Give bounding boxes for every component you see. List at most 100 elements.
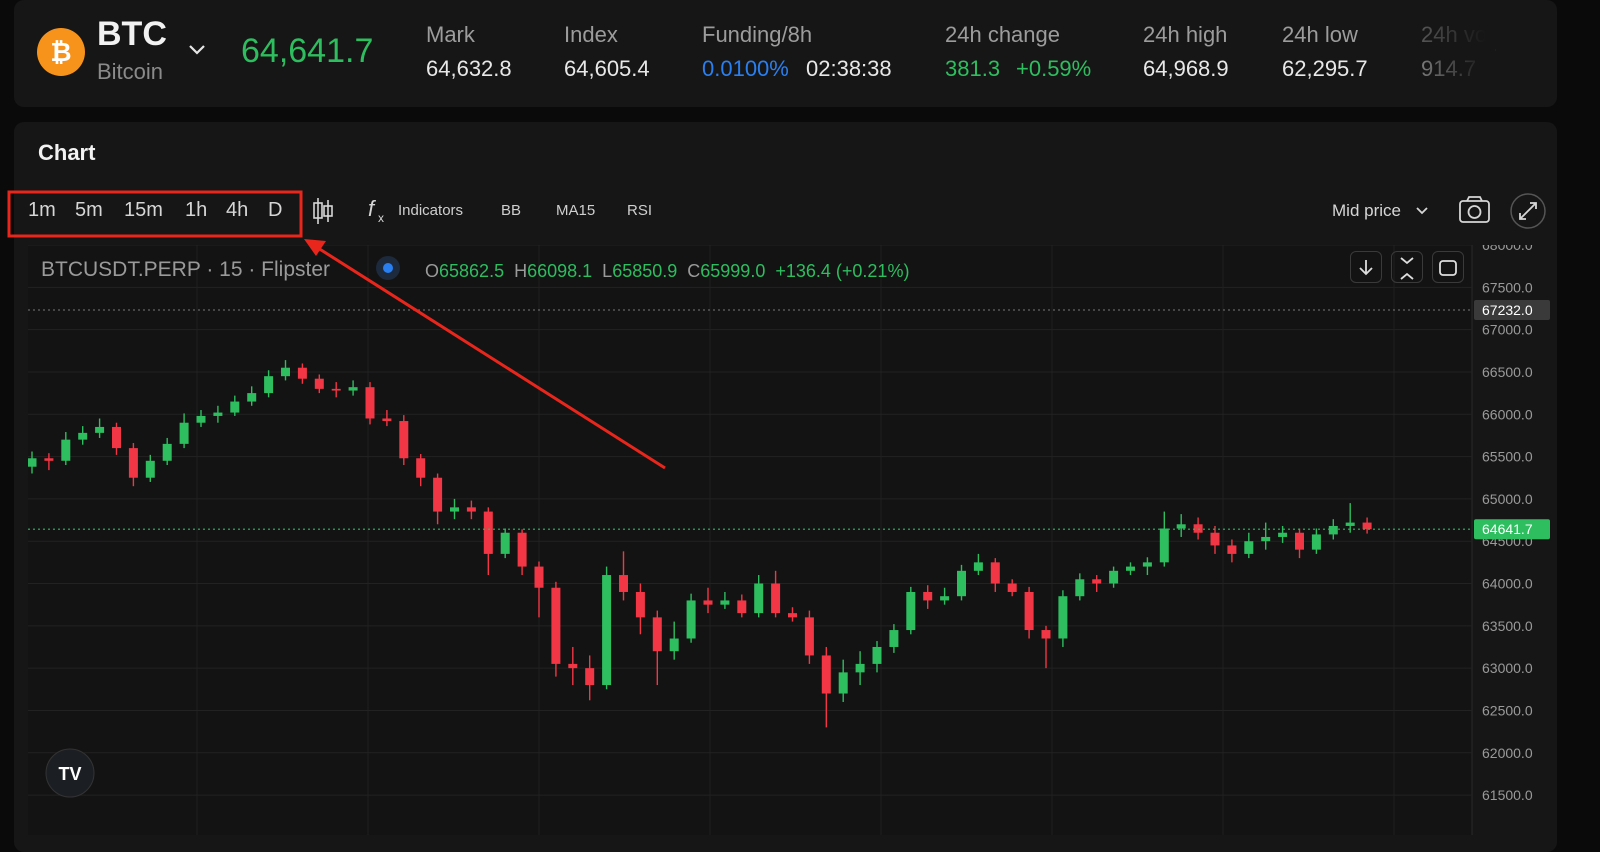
indicators-icon[interactable]: f xyxy=(368,196,377,221)
candle-body xyxy=(196,415,206,423)
ohlc-item: C65999.0 xyxy=(687,261,765,282)
symbol[interactable]: BTC xyxy=(97,15,167,53)
stat-value: 64,632.8 xyxy=(426,56,512,81)
tool-button[interactable]: Indicators xyxy=(398,202,464,219)
candle-body xyxy=(1092,579,1102,584)
candle-body xyxy=(923,591,933,601)
candle-body xyxy=(281,367,290,377)
ticker-panel xyxy=(14,0,1557,107)
symbol-dropdown[interactable] xyxy=(189,45,205,55)
candle-body xyxy=(517,532,527,567)
candle-body xyxy=(416,458,426,478)
stat-label: 24h low xyxy=(1282,22,1358,47)
candle-body xyxy=(1109,570,1119,584)
interval-button[interactable]: 1m xyxy=(28,199,56,221)
candle-body xyxy=(1261,536,1271,542)
stat-label: Index xyxy=(564,22,618,47)
chart-type-button[interactable] xyxy=(313,198,333,224)
candle-body xyxy=(754,583,764,614)
price-source-dropdown[interactable] xyxy=(1416,207,1428,215)
candle-body xyxy=(720,600,730,605)
candle-body xyxy=(450,507,459,512)
candle-body xyxy=(1362,522,1372,530)
price-source[interactable]: Mid price xyxy=(1332,201,1401,220)
y-tick-label: 62000.0 xyxy=(1482,745,1533,761)
stat-value: 02:38:38 xyxy=(806,56,892,81)
y-tick-label: 65000.0 xyxy=(1482,491,1533,507)
collapse-button[interactable] xyxy=(1391,251,1423,283)
plot-area xyxy=(28,245,1472,835)
ohlc-key: O xyxy=(425,261,440,281)
screenshot-button[interactable] xyxy=(1459,196,1490,223)
y-tick-label: 63500.0 xyxy=(1482,618,1533,634)
candle-body xyxy=(602,575,612,686)
candle-body xyxy=(737,600,747,614)
candle-body xyxy=(703,600,713,605)
tradingview-logo[interactable] xyxy=(45,748,95,798)
y-tick-label: 68000.0 xyxy=(1482,237,1533,253)
candle-body xyxy=(838,672,848,694)
price-badge xyxy=(1474,299,1550,320)
interval-button[interactable]: 5m xyxy=(75,199,103,221)
fullscreen-icon xyxy=(1519,202,1537,220)
legend-symbol: BTCUSDT.PERP · 15 · Flipster xyxy=(41,258,331,281)
fullscreen-button[interactable] xyxy=(1510,193,1546,229)
interval-button[interactable]: 4h xyxy=(226,199,249,221)
stat-value: 914.7 xyxy=(1421,56,1477,81)
candle-body xyxy=(1345,522,1355,526)
tool-button[interactable]: BB xyxy=(501,202,522,219)
candle-body xyxy=(1227,545,1237,554)
tradingview-glyph: TV xyxy=(58,764,81,784)
ohlc-value: 66098.1 xyxy=(527,261,593,281)
y-tick-label: 65500.0 xyxy=(1482,449,1533,465)
candle-body xyxy=(78,432,88,440)
candle-body xyxy=(1210,532,1220,546)
scroll-right[interactable] xyxy=(1486,42,1496,58)
candle-body xyxy=(804,617,814,656)
candle-body xyxy=(1193,524,1203,533)
candle-body xyxy=(568,663,578,669)
candle-body xyxy=(669,638,679,652)
candle-body xyxy=(247,393,257,402)
candle-body xyxy=(635,591,645,618)
stat-value: 64,968.9 xyxy=(1143,56,1229,81)
interval-button[interactable]: D xyxy=(268,199,283,221)
candle-body xyxy=(551,587,561,664)
candle-body xyxy=(1176,524,1186,529)
candle-body xyxy=(534,566,544,588)
candle-body xyxy=(162,443,172,461)
candle-body xyxy=(1126,566,1135,571)
reset-button[interactable] xyxy=(1432,251,1464,283)
candle-body xyxy=(28,458,37,467)
y-tick-label: 63000.0 xyxy=(1482,660,1533,676)
candle-body xyxy=(1278,532,1288,537)
candle-body xyxy=(1142,562,1152,567)
candle-body xyxy=(365,387,375,419)
ohlc-value: 65862.5 xyxy=(439,261,505,281)
interval-button[interactable]: 15m xyxy=(124,199,163,221)
candle-body xyxy=(331,388,341,391)
candle-body xyxy=(348,387,358,391)
interval-button[interactable]: 1h xyxy=(185,199,208,221)
candle-body xyxy=(466,507,476,512)
candle-body xyxy=(990,562,1000,584)
y-tick-label: 62500.0 xyxy=(1482,702,1533,718)
candle-body xyxy=(382,418,392,422)
candle-body xyxy=(1244,541,1254,554)
candle-body xyxy=(483,511,493,554)
ohlc-key: H xyxy=(514,261,528,281)
candle-body xyxy=(145,460,155,478)
tool-button[interactable]: MA15 xyxy=(556,202,596,219)
tool-button[interactable]: RSI xyxy=(627,202,653,219)
candle-body xyxy=(1311,534,1321,550)
ohlc-key: L xyxy=(602,261,613,281)
candle-body xyxy=(112,426,121,449)
candle-body xyxy=(652,617,662,652)
candle-body xyxy=(619,575,628,592)
candle-body xyxy=(788,613,797,618)
scroll-button[interactable] xyxy=(1350,251,1382,283)
candle-body xyxy=(1041,630,1051,639)
stat-label: Mark xyxy=(426,22,475,47)
